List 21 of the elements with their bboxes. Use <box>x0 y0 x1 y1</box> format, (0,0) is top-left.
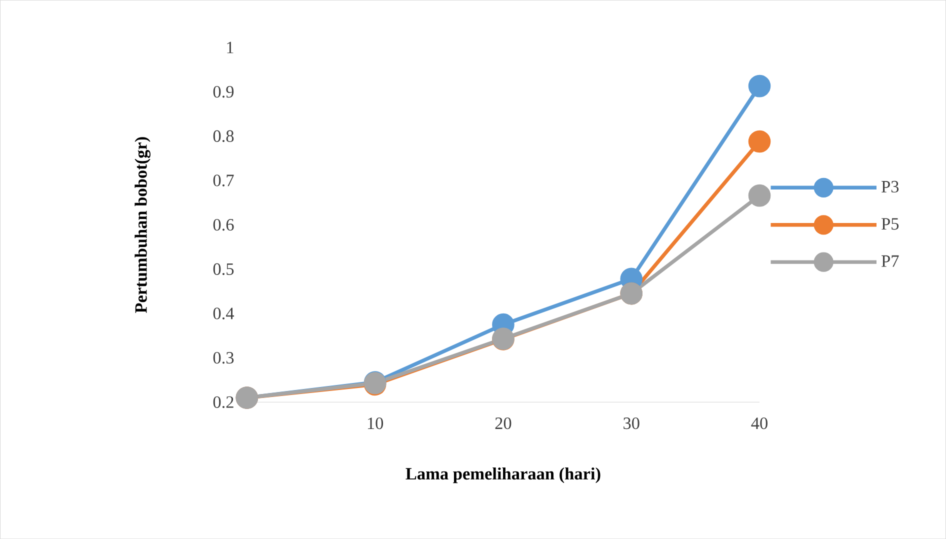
text: P7 <box>882 255 899 267</box>
y-tick-label: 0.6 <box>213 218 234 231</box>
text: P5 <box>882 218 899 230</box>
y-tick-label: 0.4 <box>213 308 234 320</box>
x-tick-label: 10 <box>368 417 384 430</box>
x-tick-label: 20 <box>495 417 512 430</box>
point <box>748 130 771 153</box>
y-tick-label: 0.5 <box>213 263 234 275</box>
y-tick-label: 0.2 <box>213 396 234 408</box>
point <box>748 184 771 207</box>
x-tick-label: 40 <box>751 417 768 430</box>
y-tick-label: 0.3 <box>213 352 234 364</box>
y-axis-title: Pertumbuhan bobot(gr) <box>134 137 150 313</box>
y-tick-label: 0.9 <box>213 86 234 98</box>
text: P3 <box>882 180 899 192</box>
y-tick-label: 0.7 <box>213 174 234 186</box>
point <box>748 74 771 98</box>
x-axis-title: Lama pemeliharaan (hari) <box>406 467 600 484</box>
x-tick-label: 30 <box>624 417 640 430</box>
y-tick-label: 0.8 <box>213 130 234 142</box>
y-tick-label: 1 <box>227 42 234 54</box>
